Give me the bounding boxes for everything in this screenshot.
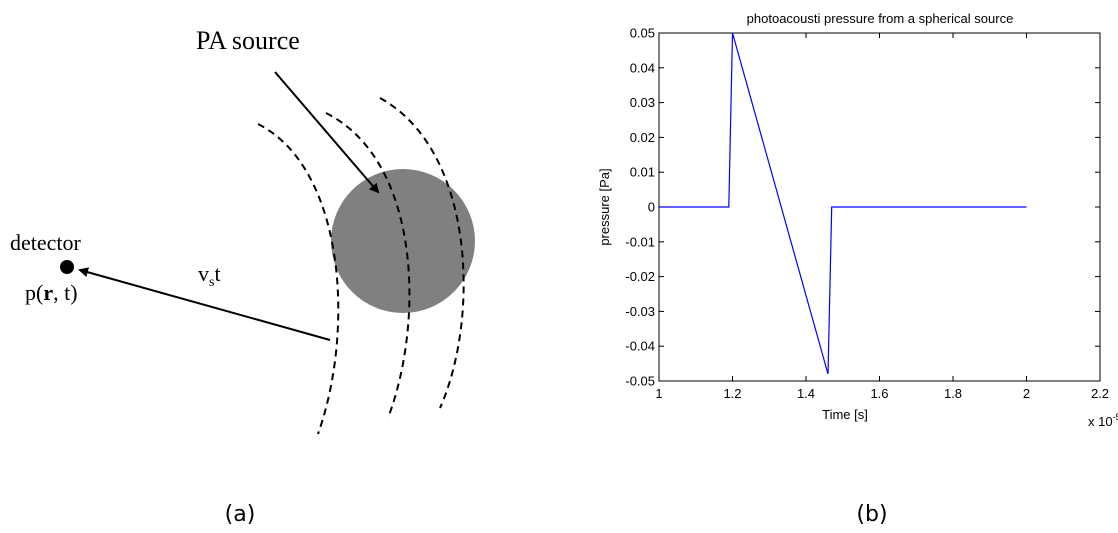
- panel-label-b: (b): [856, 502, 887, 527]
- x-ticks: 1 1.2 1.4 1.6 1.8 2 2.2: [655, 33, 1109, 401]
- diagram-panel: PA source detector vst p(r, t) (a): [10, 26, 475, 527]
- y-tick-label: -0.04: [625, 339, 655, 354]
- x-tick-label: 2: [1023, 386, 1030, 401]
- y-tick-label: 0: [648, 200, 655, 215]
- y-tick-label: 0.02: [630, 130, 655, 145]
- x-tick-label: 1.2: [723, 386, 741, 401]
- y-tick-label: 0.05: [630, 26, 655, 41]
- pressure-series-line: [659, 32, 1027, 375]
- y-tick-label: 0.04: [630, 60, 655, 75]
- x-tick-label: 1.6: [870, 386, 888, 401]
- detector-label: detector: [10, 230, 82, 255]
- wavefront-2: [325, 112, 411, 419]
- detector-dot: [60, 260, 74, 274]
- wavefront-3: [379, 97, 465, 409]
- y-tick-label: -0.02: [625, 269, 655, 284]
- chart-title: photoacousti pressure from a spherical s…: [747, 11, 1014, 26]
- y-tick-label: 0.01: [630, 165, 655, 180]
- y-axis-label: pressure [Pa]: [597, 168, 612, 245]
- y-tick-label: -0.05: [625, 374, 655, 389]
- y-ticks: 0.05 0.04 0.03 0.02 0.01 0 -0.01 -0.02 -0.03 -0.0…: [625, 26, 1100, 389]
- x-tick-label: 1: [655, 386, 662, 401]
- x-multiplier: x 10-5: [1088, 412, 1118, 429]
- y-tick-label: -0.03: [625, 304, 655, 319]
- pa-source-label: PA source: [196, 26, 300, 55]
- wavefront-1: [257, 123, 340, 435]
- chart-panel: photoacousti pressure from a spherical s…: [597, 11, 1118, 527]
- panel-label-a: (a): [225, 502, 256, 527]
- pressure-function-label: p(r, t): [25, 280, 78, 305]
- y-tick-label: 0.03: [630, 95, 655, 110]
- x-tick-label: 1.4: [797, 386, 815, 401]
- source-pointer-arrow: [274, 71, 380, 194]
- x-tick-label: 1.8: [944, 386, 962, 401]
- x-tick-label: 2.2: [1091, 386, 1109, 401]
- y-tick-label: -0.01: [625, 234, 655, 249]
- velocity-time-label: vst: [198, 261, 221, 290]
- x-axis-label: Time [s]: [822, 407, 868, 422]
- pa-source-sphere: [331, 169, 475, 313]
- propagation-arrow: [78, 267, 331, 341]
